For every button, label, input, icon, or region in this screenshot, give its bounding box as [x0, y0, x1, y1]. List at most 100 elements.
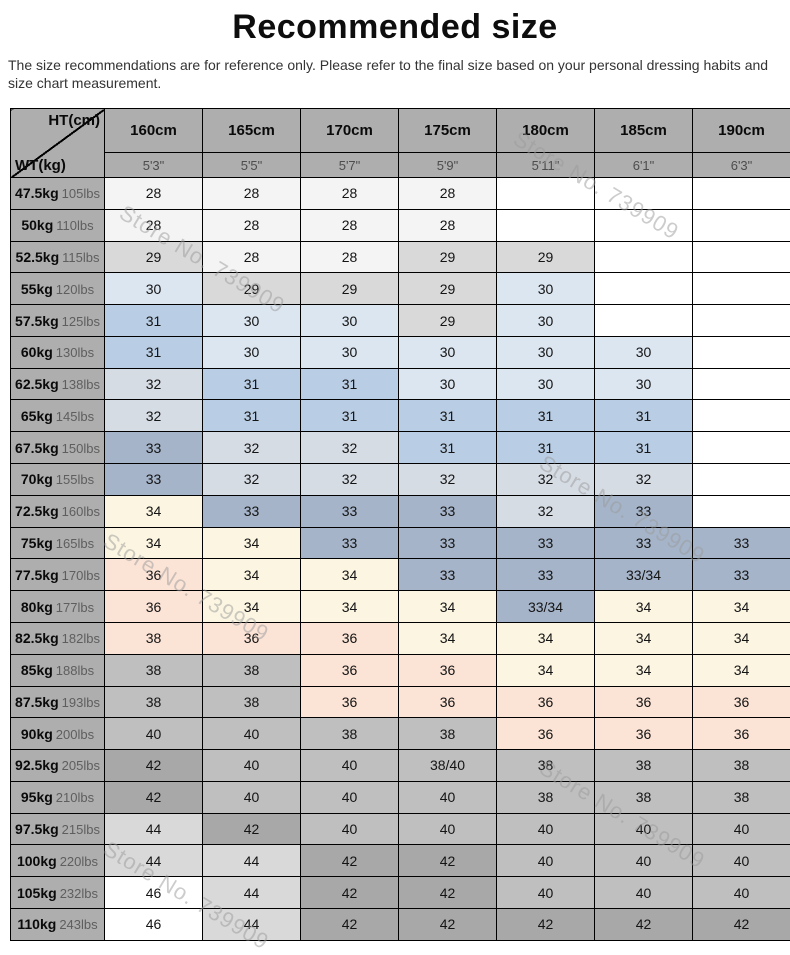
size-cell: 33	[595, 495, 693, 527]
size-cell: 44	[203, 908, 301, 940]
size-cell: 31	[301, 400, 399, 432]
size-cell: 33	[399, 559, 497, 591]
weight-kg-label: 47.5kg	[15, 185, 59, 201]
height-header-cm-0: 160cm	[105, 109, 203, 153]
size-cell: 30	[301, 336, 399, 368]
weight-kg-label: 77.5kg	[15, 567, 59, 583]
weight-lbs-label: 182lbs	[62, 631, 100, 646]
weight-kg-label: 110kg	[17, 916, 56, 932]
size-cell: 32	[301, 464, 399, 496]
size-cell: 30	[497, 305, 595, 337]
size-cell: 38	[497, 750, 595, 782]
empty-cell	[693, 241, 790, 273]
size-cell: 28	[105, 178, 203, 210]
size-cell: 40	[301, 781, 399, 813]
weight-lbs-label: 155lbs	[56, 472, 94, 487]
size-cell: 30	[497, 273, 595, 305]
size-cell: 36	[301, 622, 399, 654]
weight-lbs-label: 165lbs	[56, 536, 94, 551]
size-cell: 31	[497, 432, 595, 464]
height-header-ft-0: 5'3"	[105, 153, 203, 178]
size-cell: 30	[301, 305, 399, 337]
size-cell: 34	[399, 591, 497, 623]
height-ft-row: 5'3"5'5"5'7"5'9"5'11"6'1"6'3"	[11, 153, 790, 178]
size-cell: 28	[399, 178, 497, 210]
empty-cell	[693, 178, 790, 210]
weight-kg-label: 95kg	[21, 789, 53, 805]
size-cell: 31	[595, 400, 693, 432]
size-cell: 28	[301, 209, 399, 241]
size-cell: 34	[693, 591, 790, 623]
size-cell: 40	[203, 781, 301, 813]
weight-kg-label: 82.5kg	[15, 630, 59, 646]
weight-kg-label: 87.5kg	[15, 694, 59, 710]
height-header-cm-6: 190cm	[693, 109, 790, 153]
size-cell: 29	[105, 241, 203, 273]
size-cell: 42	[399, 845, 497, 877]
size-cell: 34	[693, 622, 790, 654]
size-cell: 36	[203, 622, 301, 654]
size-cell: 34	[105, 495, 203, 527]
weight-kg-label: 50kg	[21, 217, 53, 233]
empty-cell	[693, 305, 790, 337]
size-cell: 40	[497, 877, 595, 909]
weight-lbs-label: 125lbs	[62, 314, 100, 329]
size-cell: 40	[399, 781, 497, 813]
weight-kg-label: 52.5kg	[16, 249, 60, 265]
size-cell: 34	[301, 591, 399, 623]
size-cell: 36	[399, 654, 497, 686]
size-cell: 31	[203, 400, 301, 432]
size-cell: 36	[105, 559, 203, 591]
size-cell: 44	[105, 845, 203, 877]
size-cell: 32	[105, 400, 203, 432]
size-cell: 30	[203, 305, 301, 337]
size-cell: 38	[203, 654, 301, 686]
size-cell: 33	[693, 559, 790, 591]
size-cell: 40	[203, 750, 301, 782]
weight-kg-label: 97.5kg	[15, 821, 59, 837]
size-cell: 28	[399, 209, 497, 241]
size-cell: 33	[399, 527, 497, 559]
size-cell: 33	[203, 495, 301, 527]
size-cell: 40	[399, 813, 497, 845]
size-cell: 34	[203, 559, 301, 591]
size-cell: 34	[497, 622, 595, 654]
weight-kg-label: 85kg	[21, 662, 53, 678]
size-cell: 32	[203, 464, 301, 496]
size-cell: 33	[399, 495, 497, 527]
size-cell: 29	[203, 273, 301, 305]
size-cell: 30	[497, 336, 595, 368]
size-cell: 30	[595, 336, 693, 368]
weight-lbs-label: 200lbs	[56, 727, 94, 742]
size-cell: 36	[301, 654, 399, 686]
size-cell: 33	[301, 527, 399, 559]
size-cell: 38/40	[399, 750, 497, 782]
size-cell: 30	[399, 368, 497, 400]
size-cell: 33	[105, 432, 203, 464]
size-cell: 36	[399, 686, 497, 718]
size-cell: 30	[595, 368, 693, 400]
size-cell: 29	[399, 305, 497, 337]
size-cell: 34	[595, 591, 693, 623]
empty-cell	[693, 368, 790, 400]
weight-lbs-label: 115lbs	[62, 250, 99, 265]
size-cell: 34	[105, 527, 203, 559]
size-cell: 33	[105, 464, 203, 496]
